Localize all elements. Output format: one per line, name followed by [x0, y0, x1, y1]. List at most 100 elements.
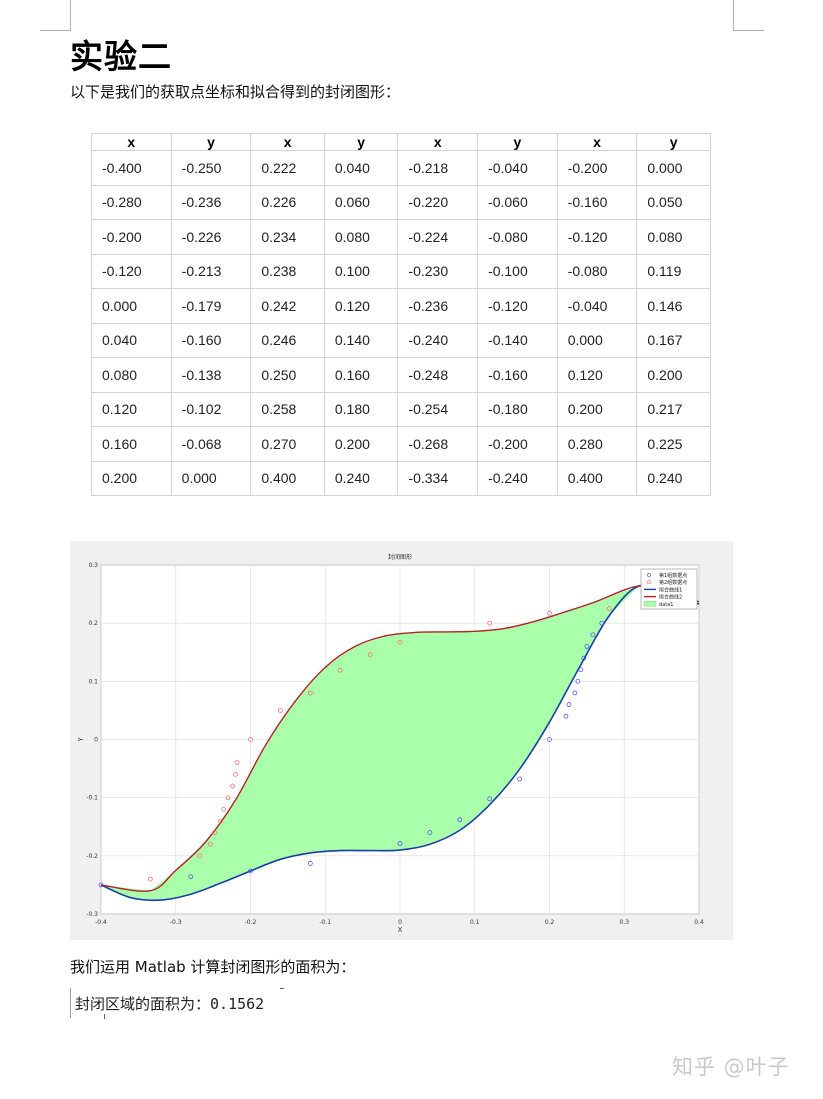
x-tick-label: -0.4 [95, 919, 107, 926]
table-cell: 0.000 [556, 322, 638, 358]
table-cell: 0.160 [323, 357, 399, 393]
table-cell: -0.240 [397, 322, 479, 358]
data-point-group2 [367, 652, 373, 657]
table-cell: 0.200 [91, 460, 172, 496]
table-cell: -0.218 [397, 150, 479, 186]
y-axis-label: Y [77, 737, 85, 743]
x-tick-label: 0.4 [694, 919, 704, 926]
table-cell: 0.217 [636, 391, 711, 427]
column-header: x [91, 133, 172, 151]
calc-paragraph: 我们运用 Matlab 计算封闭图形的面积为： [70, 958, 356, 976]
table-row: 0.040 -0.160 0.246 0.140 -0.240 -0.140 0.000 0.… [91, 322, 711, 358]
table-cell: 0.140 [323, 322, 399, 358]
x-axis-label: X [398, 926, 403, 934]
table-row: 0.080 -0.138 0.250 0.160 -0.248 -0.160 0.120 0.… [91, 357, 711, 393]
table-cell: -0.248 [397, 357, 479, 393]
table-cell: 0.225 [636, 426, 711, 462]
y-tick-label: 0 [94, 737, 98, 744]
data-point-group1 [248, 868, 253, 874]
table-cell: -0.226 [170, 219, 252, 255]
data-point-group1 [98, 882, 104, 888]
table-cell: -0.280 [91, 184, 172, 220]
page-corner-mark [40, 0, 71, 31]
output-mark [280, 988, 284, 989]
data-point-group1 [578, 667, 584, 673]
fill-region-data1 [101, 585, 699, 900]
table-cell: 0.240 [636, 460, 711, 496]
table-cell: 0.160 [91, 426, 172, 462]
table-cell: -0.250 [170, 150, 252, 186]
table-cell: 0.238 [250, 253, 325, 289]
table-cell: -0.334 [397, 460, 479, 496]
data-point-group1 [188, 874, 194, 880]
data-point-group2 [234, 760, 240, 766]
data-point-group2 [221, 806, 226, 812]
y-tick-label: -0.1 [86, 795, 98, 802]
table-cell: -0.268 [397, 426, 479, 462]
table-cell: 0.120 [323, 288, 399, 324]
figure-panel: -0.4 -0.3 -0.2 -0.1 0 0.1 0.2 0.3 0.4 -0.3 -0.2 -0.… [70, 541, 733, 940]
table-cell: -0.080 [477, 219, 558, 255]
table-cell: 0.000 [170, 460, 252, 496]
table-cell: -0.120 [91, 253, 172, 289]
intro-paragraph: 以下是我们的获取点坐标和拟合得到的封闭图形： [70, 83, 401, 101]
table-cell: 0.167 [636, 322, 711, 358]
data-point-group1 [457, 817, 463, 823]
table-row: 0.200 0.000 0.400 0.240 -0.334 -0.240 0.400 0.2… [91, 460, 711, 496]
table-cell: -0.254 [397, 391, 479, 427]
legend-marker [647, 580, 651, 585]
x-tick-label: 0.2 [545, 919, 555, 926]
data-point-group2 [337, 667, 343, 673]
column-header: x [397, 133, 479, 151]
table-cell: 0.080 [323, 219, 399, 255]
table-cell: -0.068 [170, 426, 252, 462]
table-row: -0.400 -0.250 0.222 0.040 -0.218 -0.040 -0.200… [91, 150, 711, 186]
table-row: 0.000 -0.179 0.242 0.120 -0.236 -0.120 -0.040 0… [91, 288, 711, 324]
table-cell: 0.270 [250, 426, 325, 462]
output-edge [70, 988, 71, 1018]
table-cell: 0.280 [556, 426, 638, 462]
table-cell: 0.119 [636, 253, 711, 289]
page-corner-mark [733, 0, 764, 31]
table-cell: 0.000 [636, 150, 711, 186]
data-point-group2 [307, 690, 313, 696]
data-point-group1 [599, 620, 605, 626]
data-point-group2 [230, 783, 235, 789]
column-header: y [636, 133, 711, 151]
table-cell: -0.224 [397, 219, 479, 255]
table-cell: -0.200 [91, 219, 172, 255]
table-cell: 0.060 [323, 184, 399, 220]
legend-entry: 第1组数据点 [659, 572, 687, 579]
table-cell: -0.400 [91, 150, 172, 186]
table-row: -0.120 -0.213 0.238 0.100 -0.230 -0.100 -0.080… [91, 253, 711, 289]
data-point-group1 [547, 737, 552, 742]
table-cell: 0.226 [250, 184, 325, 220]
data-point-group2 [212, 830, 217, 835]
table-cell: -0.120 [477, 288, 558, 324]
table-cell: -0.240 [477, 460, 558, 496]
data-point-group2 [547, 610, 552, 616]
zhihu-watermark: 知乎 @叶子 [672, 1055, 790, 1079]
table-cell: -0.180 [477, 391, 558, 427]
table-cell: 0.250 [250, 357, 325, 393]
table-cell: -0.138 [170, 357, 252, 393]
table-cell: 0.258 [250, 391, 325, 427]
data-point-group2 [218, 818, 223, 824]
data-point-group1 [566, 702, 572, 707]
table-cell: 0.120 [91, 391, 172, 427]
area-result-label: 封闭区域的面积为： [75, 995, 211, 1013]
table-cell: 0.400 [250, 460, 325, 496]
legend-entry: 拟合曲线2 [659, 594, 682, 601]
x-tick-label: 0.3 [619, 919, 629, 926]
area-result-value: 0.1562 [210, 995, 265, 1013]
table-cell: 0.400 [556, 460, 638, 496]
fit-curve-2 [100, 585, 700, 892]
table-cell: -0.236 [397, 288, 479, 324]
table-row: -0.200 -0.226 0.234 0.080 -0.224 -0.080 -0.120… [91, 219, 711, 255]
fit-curve-1 [100, 584, 700, 902]
x-tick-label: -0.2 [245, 919, 257, 926]
table-cell: -0.213 [170, 253, 252, 289]
y-tick-label: -0.2 [86, 853, 98, 860]
legend-entry: data1 [659, 602, 673, 608]
table-cell: -0.080 [556, 253, 638, 289]
